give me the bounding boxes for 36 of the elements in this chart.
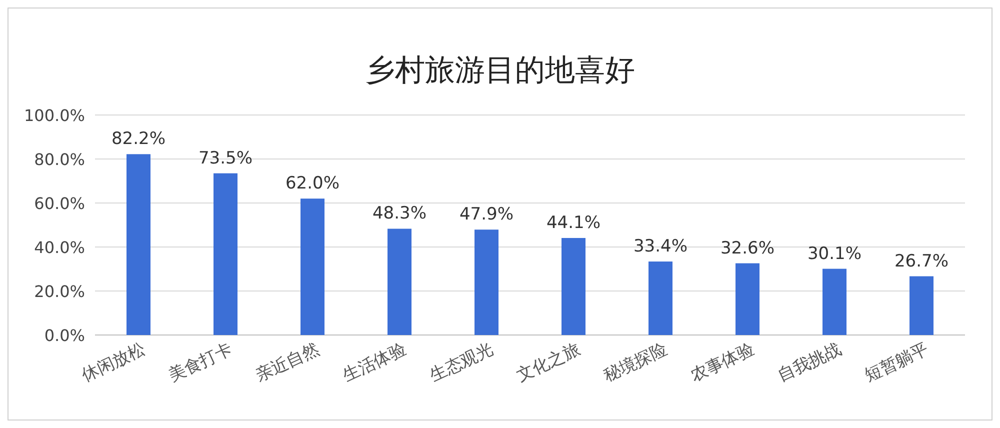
bar [214, 173, 238, 335]
y-tick-label: 40.0% [34, 238, 85, 257]
bar [388, 228, 412, 335]
bar [126, 154, 150, 335]
data-label: 44.1% [546, 212, 601, 233]
data-label: 26.7% [894, 251, 949, 272]
x-tick-label: 生活体验 [340, 339, 410, 386]
data-label: 73.5% [198, 148, 253, 168]
bar [648, 262, 672, 335]
y-tick-label: 0.0% [44, 326, 85, 345]
x-tick-label: 自我挑战 [774, 339, 845, 386]
data-label: 48.3% [372, 204, 427, 224]
bar [910, 276, 934, 335]
data-label: 33.4% [633, 236, 688, 257]
data-label: 32.6% [720, 238, 775, 258]
bar [822, 268, 846, 335]
bar [474, 230, 498, 335]
x-tick-label: 亲近自然 [252, 339, 323, 386]
data-label: 62.0% [285, 174, 340, 194]
x-tick-label: 秘境探险 [600, 339, 671, 386]
x-tick-label: 短暂躺平 [862, 339, 932, 386]
data-label: 30.1% [807, 244, 862, 264]
data-label: 47.9% [459, 204, 514, 225]
y-tick-label: 100.0% [24, 106, 85, 125]
y-tick-label: 20.0% [34, 282, 85, 301]
x-tick-label: 文化之旅 [514, 339, 584, 386]
x-tick-label: 农事体验 [688, 339, 758, 386]
data-label: 82.2% [111, 129, 166, 150]
chart-title: 乡村旅游目的地喜好 [365, 53, 635, 88]
bar [300, 198, 324, 335]
bar [562, 238, 586, 335]
bar [736, 263, 760, 335]
y-tick-label: 60.0% [34, 194, 85, 213]
x-tick-label: 生态观光 [426, 339, 497, 386]
y-tick-label: 80.0% [34, 150, 85, 169]
x-tick-label: 美食打卡 [166, 339, 236, 386]
